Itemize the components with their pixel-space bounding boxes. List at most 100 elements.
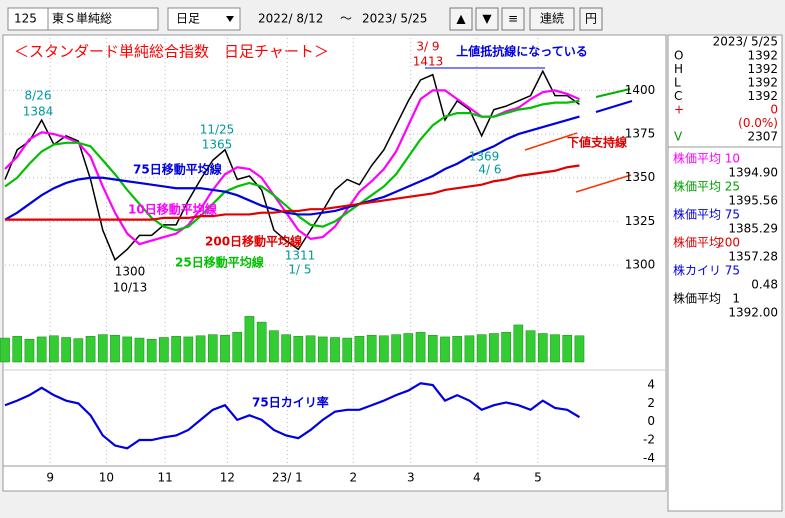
annotation: 1369 (469, 150, 500, 164)
info-value: (0.0%) (738, 116, 778, 130)
legend-value: 1385.29 (728, 222, 778, 236)
info-date: 2023/ 5/25 (713, 35, 778, 49)
button[interactable] (579, 7, 603, 31)
series-line (4, 69, 580, 262)
series-line (4, 382, 581, 450)
button-label: 円 (585, 12, 597, 26)
chart-title: ＜スタンダード単純総合指数 日足チャート＞ (14, 43, 329, 61)
code: 125 (14, 12, 37, 26)
volume-bar (97, 334, 108, 363)
volume-bar (354, 336, 365, 363)
volume-bar (550, 334, 560, 363)
volume-bar (256, 321, 267, 363)
y-tick-label: 2 (647, 396, 655, 410)
volume-bar (317, 336, 328, 363)
series-label: 75日カイリ率 (252, 395, 329, 410)
volume-bar (232, 332, 243, 363)
period: 日足 (176, 12, 200, 26)
annotation: 1311 (285, 249, 316, 263)
x-tick-label: 2 (350, 471, 358, 485)
button[interactable] (449, 7, 473, 31)
volume-bar (440, 336, 450, 363)
volume-bar (293, 336, 304, 363)
y-tick-label: 1300 (625, 258, 656, 272)
volume-bar (269, 330, 279, 363)
volume-bar (562, 334, 573, 363)
y-tick-label: 0 (647, 414, 655, 428)
legend-name: 株価平均 (673, 207, 721, 222)
button-label: ≡ (508, 12, 518, 26)
trend-line (595, 88, 631, 98)
button[interactable] (501, 7, 525, 31)
info-label: L (674, 76, 681, 90)
info-label: V (674, 130, 683, 144)
button-label: ▼ (482, 12, 492, 26)
y-tick-label: 1325 (625, 214, 656, 228)
volume-bar (464, 335, 475, 363)
volume-bar (281, 334, 291, 363)
volume-bar (73, 338, 84, 363)
info-value: 1392 (747, 62, 778, 76)
volume-bar (427, 334, 438, 363)
info-value: 2307 (747, 130, 778, 144)
annotation: 1413 (413, 55, 444, 69)
info-value: 1392 (747, 76, 778, 90)
volume-bar (391, 334, 401, 363)
x-tick-label: 12 (220, 471, 235, 485)
date-from: 2022/ 8/12 (258, 12, 323, 26)
button[interactable] (529, 7, 575, 31)
volume-bar (195, 335, 206, 363)
series-label: 10日移動平均線 (128, 202, 217, 217)
y-tick-label: 1350 (625, 170, 656, 184)
x-tick-label: 4 (473, 471, 481, 485)
period-select[interactable] (167, 7, 241, 31)
info-value: 1392 (747, 89, 778, 103)
annotation: 8/26 (25, 89, 52, 103)
button[interactable] (475, 7, 499, 31)
info-label: O (674, 49, 683, 63)
volume-bar (525, 330, 536, 363)
series-label: 75日移動平均線 (133, 162, 222, 177)
volume-bar (489, 333, 499, 363)
annotation: 1384 (23, 105, 54, 119)
series-line (4, 115, 580, 221)
volume-bar (305, 335, 316, 363)
legend-name: 株価平均 (673, 235, 721, 250)
legend-period: 75 (725, 264, 740, 278)
volume-bar (110, 334, 120, 363)
name: 東Ｓ単純総 (52, 12, 112, 26)
volume-bar (85, 336, 96, 363)
volume-bar (415, 332, 426, 363)
volume-bar (537, 333, 548, 363)
info-label: + (674, 103, 684, 117)
legend-value: 1357.28 (728, 250, 778, 264)
volume-bar (501, 332, 511, 363)
series-line (5, 164, 580, 221)
info-value: 1392 (747, 49, 778, 63)
legend-name: 株価平均 (673, 179, 721, 194)
volume-bar (122, 336, 133, 363)
volume-bar (220, 334, 230, 363)
legend-name: 株カイリ (673, 263, 721, 278)
volume-bar (171, 336, 181, 363)
annotation: 1/ 5 (288, 263, 311, 277)
y-tick-label: 1375 (625, 127, 656, 141)
volume-bar (183, 336, 194, 363)
volume-bar (207, 334, 218, 363)
volume-bar (513, 324, 524, 363)
y-tick-label: -4 (643, 451, 655, 465)
volume-bar (379, 335, 389, 363)
trend-line (595, 100, 633, 113)
annotation: 3/ 9 (416, 40, 439, 54)
volume-bar (366, 334, 377, 363)
code-box[interactable] (7, 7, 159, 31)
legend-value: 0.48 (751, 278, 778, 292)
series-label: 25日移動平均線 (175, 255, 264, 270)
x-tick-label: 3 (407, 471, 415, 485)
annotation: 上値抵抗線になっている (456, 44, 587, 59)
annotation: 11/25 (200, 123, 235, 137)
volume-bar (244, 316, 255, 363)
legend-name: 株価平均 (673, 291, 721, 306)
volume-bar (146, 338, 157, 363)
